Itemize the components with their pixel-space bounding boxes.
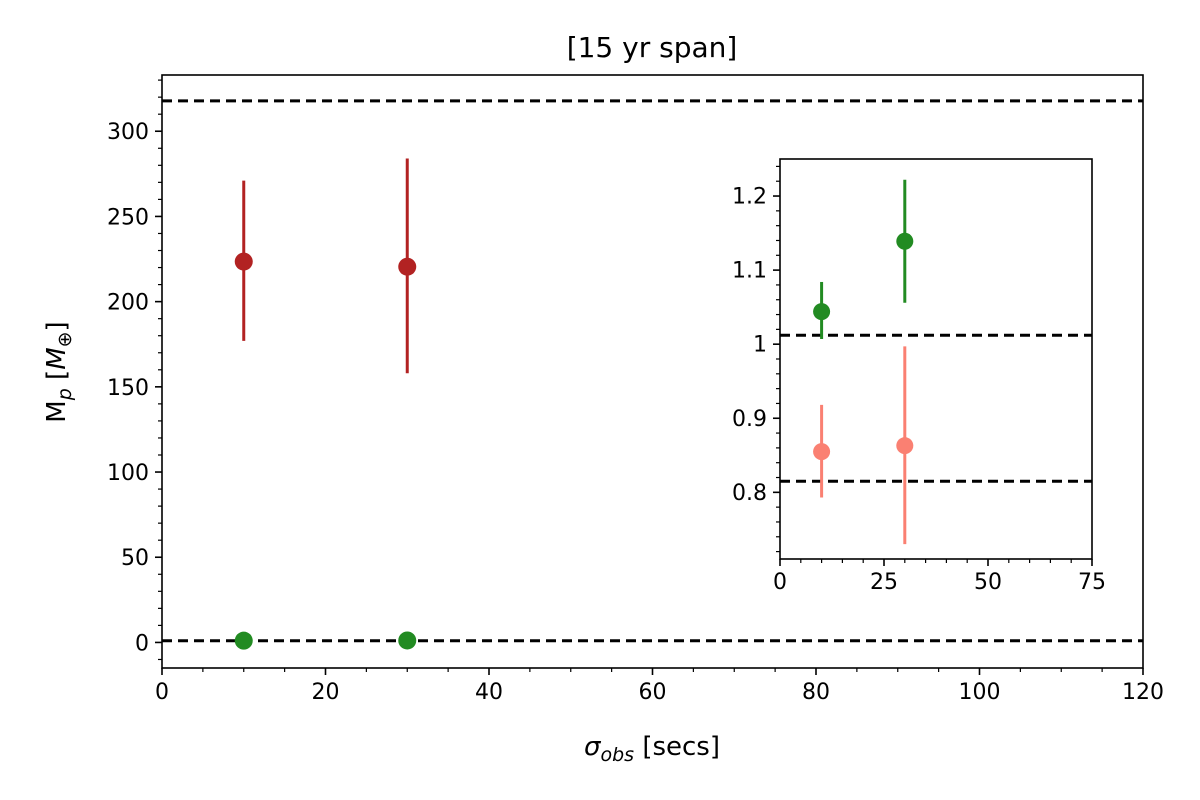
inset-plot-frame (779, 158, 1093, 560)
x-axis-title-unit: [secs] (634, 732, 720, 762)
main-y-tick-label-100: 100 (107, 461, 149, 486)
inset-y-tick-label-1: 1 (753, 333, 767, 358)
main-x-tick-label-120: 120 (1122, 680, 1164, 705)
x-axis-title: σobs [secs] (584, 732, 720, 766)
inset-y-tick-label-1.2: 1.2 (732, 185, 767, 210)
inset-x-tick-label-0: 0 (773, 570, 787, 595)
main-series-1-point-0 (234, 631, 253, 650)
inset-data-marks (813, 179, 914, 545)
main-x-tick-label-20: 20 (312, 680, 340, 705)
main-series-0-point-1 (398, 257, 417, 276)
main-y-tick-label-250: 250 (107, 205, 149, 230)
inset-x-tick-label-75: 75 (1078, 570, 1106, 595)
y-axis-title-subscript: p (54, 388, 76, 401)
y-axis-title-unit: M (42, 347, 72, 369)
inset-background (780, 159, 1092, 559)
y-axis-title-bracket-open: [ (42, 370, 72, 388)
x-axis-title-symbol: σ (584, 732, 602, 762)
x-axis-title-subscript: obs (600, 744, 634, 766)
main-y-tick-label-50: 50 (121, 546, 149, 571)
inset-x-tick-label-50: 50 (974, 570, 1002, 595)
inset-series-0-point-0 (813, 303, 831, 321)
inset-reference-lines (780, 333, 1092, 483)
y-axis-title: Mp [M⊕] (42, 321, 76, 422)
main-x-tick-label-40: 40 (475, 680, 503, 705)
main-series-0-point-0 (234, 252, 253, 271)
inset-x-tick-label-25: 25 (870, 570, 898, 595)
inset-series-1-point-0 (813, 443, 831, 461)
main-y-tick-label-150: 150 (107, 376, 149, 401)
chart-title: [15 yr span] (567, 31, 738, 64)
main-y-tick-label-300: 300 (107, 120, 149, 145)
main-plot-frame (161, 74, 1144, 669)
main-x-tick-label-0: 0 (155, 680, 169, 705)
y-axis-title-symbol: M (42, 400, 72, 422)
main-y-tick-label-0: 0 (135, 631, 149, 656)
main-reference-lines (162, 99, 1143, 643)
main-x-tick-label-100: 100 (959, 680, 1001, 705)
main-series-1-point-1 (398, 631, 417, 650)
main-x-tick-label-60: 60 (639, 680, 667, 705)
inset-y-tick-label-1.1: 1.1 (732, 259, 767, 284)
inset-y-tick-label-0.9: 0.9 (732, 407, 767, 432)
inset-series-1-point-1 (896, 437, 914, 455)
inset-axis-ticks: 0 25 50 75 0.8 0.9 1 1.1 1.2 (732, 165, 1106, 595)
y-axis-title-bracket-close: ] (42, 321, 72, 331)
main-data-marks (234, 158, 417, 650)
inset-y-tick-label-0.8: 0.8 (732, 481, 767, 506)
main-x-tick-label-80: 80 (802, 680, 830, 705)
main-y-tick-label-200: 200 (107, 291, 149, 316)
inset-series-0-point-1 (896, 232, 914, 250)
y-axis-title-unit-subscript: ⊕ (54, 331, 76, 347)
